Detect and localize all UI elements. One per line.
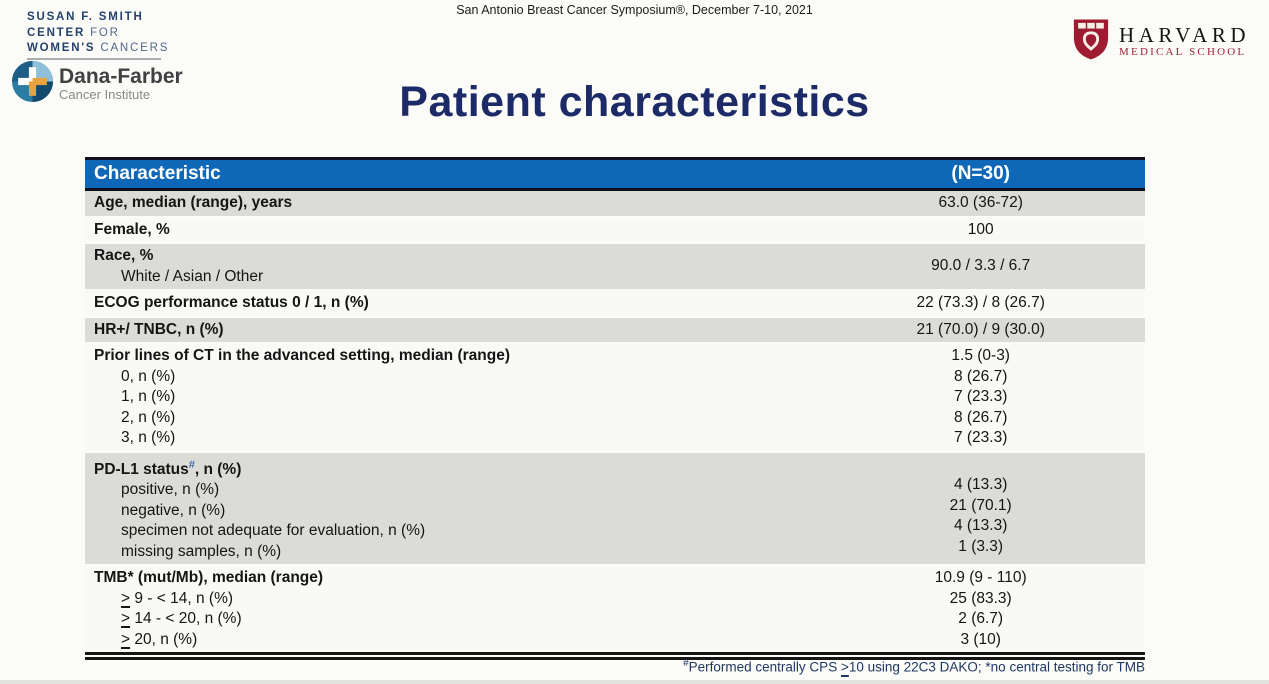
row-label: Age, median (range), years [94, 194, 293, 211]
table-header-row: Characteristic (N=30) [85, 157, 1145, 191]
row-value-cell: 90.0 / 3.3 / 6.7 [816, 246, 1145, 287]
row-label: positive, n (%) [121, 481, 220, 499]
row-label: PD-L1 status#, n (%) [94, 458, 242, 478]
row-value: 21 (70.0) / 9 (30.0) [916, 320, 1045, 338]
row-label: HR+/ TNBC, n (%) [94, 320, 224, 338]
row-label: TMB* (mut/Mb), median (range) [94, 569, 324, 587]
row-value-cell: 10.9 (9 - 110) 25 (83.3) 2 (6.7) 3 (10) [816, 568, 1145, 650]
table-row: TMB* (mut/Mb), median (range) > 9 - < 14,… [85, 566, 1145, 653]
row-label-cell: TMB* (mut/Mb), median (range) > 9 - < 14,… [85, 568, 816, 650]
row-label: ECOG performance status 0 / 1, n (%) [94, 294, 369, 311]
dana-farber-name: Dana-Farber [59, 65, 183, 88]
row-value: 4 (13.3) [953, 517, 1008, 534]
row-label-cell: Prior lines of CT in the advanced settin… [85, 346, 816, 449]
harvard-logo: HARVARD MEDICAL SCHOOL [1072, 18, 1250, 65]
row-value: 25 (83.3) [949, 589, 1012, 607]
row-label-cell: ECOG performance status 0 / 1, n (%) [85, 293, 816, 314]
table-row: Female, % 100 [85, 217, 1145, 244]
dana-farber-subtitle: Cancer Institute [59, 87, 151, 102]
smith-logo-divider [27, 58, 161, 60]
row-label-cell: Female, % [85, 220, 816, 241]
smith-line-2: CENTER FOR [27, 26, 120, 39]
row-label: specimen not adequate for evaluation, n … [121, 522, 426, 540]
row-value: 3 (10) [960, 630, 1001, 648]
characteristics-table: Characteristic (N=30) Age, median (range… [85, 157, 1145, 661]
row-label: Race, % [94, 247, 154, 264]
row-value: 4 (13.3) [953, 476, 1008, 493]
row-label-cell: Race, % White / Asian / Other [85, 246, 816, 287]
row-label-cell: PD-L1 status#, n (%) positive, n (%) negat… [85, 455, 816, 563]
table-row: ECOG performance status 0 / 1, n (%) 22 (… [85, 291, 1145, 318]
table-body: Age, median (range), years 63.0 (36-72) Fe… [85, 191, 1145, 661]
table-row: HR+/ TNBC, n (%) 21 (70.0) / 9 (30.0) [85, 317, 1145, 344]
symposium-note: San Antonio Breast Cancer Symposium®, De… [456, 3, 813, 17]
row-label: Prior lines of CT in the advanced settin… [94, 347, 510, 364]
row-value: 100 [967, 220, 994, 238]
row-value: 2 (6.7) [958, 610, 1004, 628]
table-row: Age, median (range), years 63.0 (36-72) [85, 191, 1145, 218]
row-label: 3, n (%) [121, 429, 176, 446]
harvard-text: HARVARD MEDICAL SCHOOL [1119, 24, 1250, 59]
row-label: 0, n (%) [121, 367, 176, 385]
row-value-cell: 22 (73.3) / 8 (26.7) [816, 293, 1145, 314]
row-label: missing samples, n (%) [121, 542, 282, 560]
row-value: 22 (73.3) / 8 (26.7) [916, 294, 1045, 311]
footnote: #Performed centrally CPS >10 using 22C3 … [683, 658, 1145, 675]
header-value: (N=30) [951, 163, 1010, 184]
row-value-cell: 1.5 (0-3) 8 (26.7) 7 (23.3) 8 (26.7) 7 (23.3… [816, 346, 1145, 449]
header-label: Characteristic [94, 163, 221, 184]
smith-line-1: SUSAN F. SMITH [27, 11, 144, 23]
row-label: > 9 - < 14, n (%) [121, 589, 234, 607]
row-label: 2, n (%) [121, 408, 176, 426]
row-label: > 14 - < 20, n (%) [121, 610, 242, 628]
row-value-cell: 21 (70.0) / 9 (30.0) [816, 320, 1145, 341]
row-value [816, 455, 1145, 476]
smith-line-3: WOMEN'S CANCERS [27, 42, 170, 54]
dana-farber-icon [12, 61, 53, 107]
row-value-cell: 100 [816, 220, 1145, 241]
row-value: 8 (26.7) [953, 367, 1008, 385]
row-value: 63.0 (36-72) [938, 194, 1023, 211]
table-row: PD-L1 status#, n (%) positive, n (%) negat… [85, 452, 1145, 567]
row-value: 1 (3.3) [958, 537, 1004, 555]
row-label: > 20, n (%) [121, 630, 198, 648]
table-row: Prior lines of CT in the advanced settin… [85, 344, 1145, 453]
row-value: 8 (26.7) [953, 408, 1008, 426]
row-label-cell: Age, median (range), years [85, 193, 816, 214]
dana-farber-logo: Dana-Farber Cancer Institute [12, 61, 183, 107]
row-value-cell: 63.0 (36-72) [816, 193, 1145, 214]
dana-farber-text: Dana-Farber Cancer Institute [59, 66, 183, 102]
row-value-cell: 4 (13.3) 21 (70.1) 4 (13.3) 1 (3.3) [816, 455, 1145, 563]
row-label: Female, % [94, 220, 170, 238]
row-value: 1.5 (0-3) [951, 347, 1010, 364]
harvard-shield-icon [1072, 18, 1110, 65]
bottom-edge-strip [0, 680, 1269, 684]
table-row: Race, % White / Asian / Other 90.0 / 3.3 /… [85, 244, 1145, 291]
row-value: 90.0 / 3.3 / 6.7 [931, 257, 1031, 275]
row-label-cell: HR+/ TNBC, n (%) [85, 320, 816, 341]
row-label: 1, n (%) [121, 388, 176, 405]
row-value: 7 (23.3) [953, 429, 1008, 446]
harvard-name: HARVARD [1119, 23, 1250, 47]
row-label: negative, n (%) [121, 501, 226, 519]
row-value: 21 (70.1) [949, 496, 1012, 514]
row-label: White / Asian / Other [121, 267, 264, 285]
row-value: 10.9 (9 - 110) [934, 569, 1027, 587]
row-value: 7 (23.3) [953, 388, 1008, 405]
page-title: Patient characteristics [399, 78, 870, 126]
smith-center-logo: SUSAN F. SMITH CENTER FOR WOMEN'S CANCER… [27, 10, 169, 57]
harvard-subtitle: MEDICAL SCHOOL [1119, 46, 1247, 58]
